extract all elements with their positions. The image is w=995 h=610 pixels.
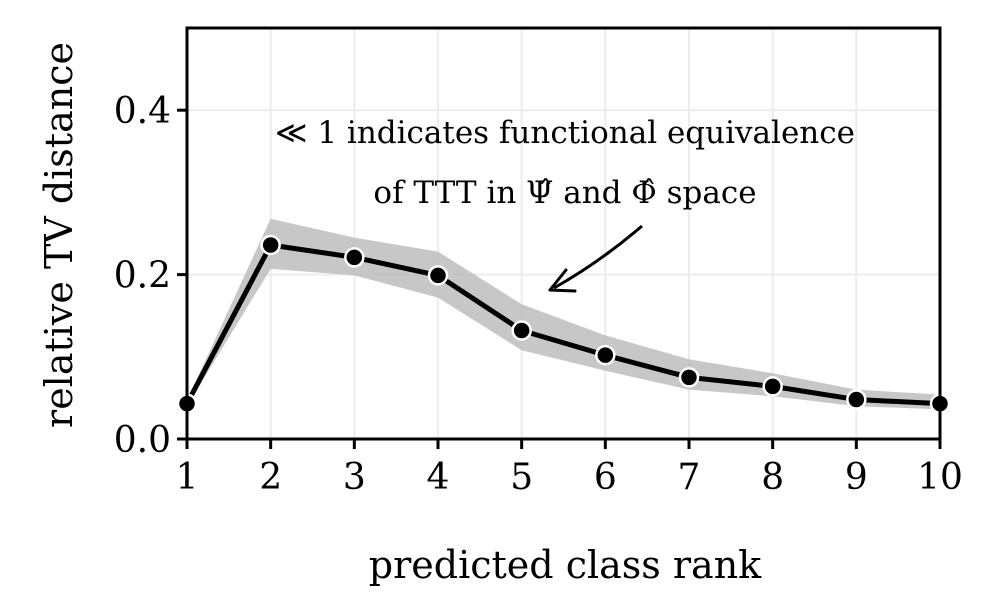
annotation-line-2: of TTT in Ψ̂ and Φ̂ space [373, 175, 756, 211]
x-tick-label: 10 [917, 457, 963, 498]
confidence-band-layer [187, 218, 940, 410]
x-tick-label: 5 [510, 457, 533, 498]
data-point [260, 234, 281, 256]
data-point [678, 367, 700, 388]
series-line [184, 242, 941, 407]
data-point [427, 265, 449, 286]
plot-frame [185, 26, 942, 441]
x-tick-label: 6 [594, 457, 617, 498]
confidence-band [187, 218, 940, 410]
x-tick-label: 1 [176, 457, 199, 498]
x-tick-label: 8 [761, 457, 784, 498]
y-axis-label: relative TV distance [37, 42, 81, 428]
series-line-layer [184, 242, 941, 407]
data-point [846, 389, 867, 410]
x-tick-label: 9 [845, 457, 868, 498]
x-tick-label: 7 [678, 457, 701, 498]
x-axis-label: predicted class rank [369, 543, 762, 587]
annotation-arrow [548, 224, 643, 293]
data-point [511, 320, 532, 341]
y-tick-label: 0.4 [114, 91, 171, 132]
x-tick-label: 4 [427, 457, 450, 498]
annotation-line-1: ≪ 1 indicates functional equivalence [275, 115, 855, 151]
y-axis-ticks: 0.0 0.2 0.4 [114, 91, 187, 461]
data-point-layer [176, 234, 951, 414]
data-point [595, 344, 616, 366]
y-tick-label: 0.2 [114, 256, 171, 297]
x-axis-ticks: 1 2 3 4 5 6 7 8 9 10 [176, 439, 963, 498]
data-point [344, 247, 365, 268]
data-point [762, 376, 783, 397]
x-tick-label: 3 [343, 457, 366, 498]
x-tick-label: 2 [259, 457, 282, 498]
y-tick-label: 0.0 [114, 420, 171, 461]
